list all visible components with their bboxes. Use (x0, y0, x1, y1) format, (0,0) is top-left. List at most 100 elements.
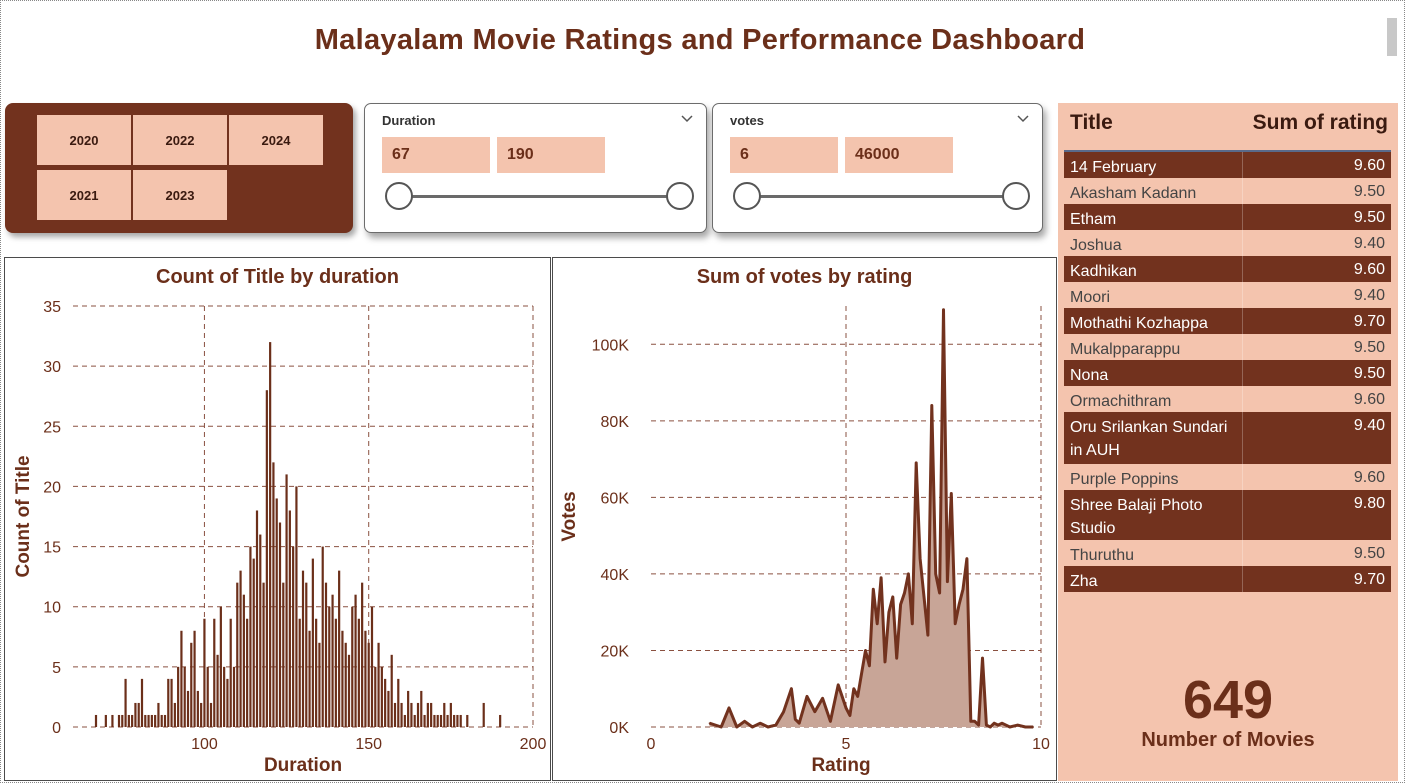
y-tick-label: 10 (43, 600, 61, 617)
histogram-bar (275, 498, 278, 727)
votes-data-point (1024, 726, 1027, 728)
table-row[interactable]: Kadhikan 9.60 (1064, 256, 1391, 282)
histogram-bar (219, 606, 222, 727)
duration-slider-track[interactable] (399, 195, 679, 198)
histogram-bar (380, 666, 383, 727)
table-row[interactable]: Mukalpparappu 9.50 (1064, 334, 1391, 360)
table-row[interactable]: Oru Srilankan Sundari in AUH 9.40 (1064, 412, 1391, 464)
votes-data-point (946, 580, 949, 583)
y-tick-label: 0K (609, 720, 629, 737)
table-row[interactable]: Moori 9.40 (1064, 282, 1391, 308)
histogram-bar (200, 702, 203, 727)
table-row[interactable]: 14 February 9.60 (1064, 152, 1391, 178)
table-header-rating[interactable]: Sum of rating (1252, 111, 1388, 134)
votes-data-point (966, 557, 968, 560)
row-rating: 9.60 (1353, 261, 1385, 278)
histogram-bar (209, 702, 213, 727)
table-row[interactable]: Mothathi Kozhappa 9.70 (1064, 308, 1391, 334)
chevron-down-icon[interactable] (680, 112, 694, 126)
row-column-separator (1242, 204, 1243, 230)
scrollbar-thumb[interactable] (1387, 18, 1397, 56)
table-row[interactable]: Purple Poppins 9.60 (1064, 464, 1391, 490)
histogram-bar (239, 570, 242, 727)
y-axis-title: Count of Title (13, 455, 34, 577)
histogram-bar (453, 714, 456, 727)
table-header-title[interactable]: Title (1070, 111, 1113, 134)
votes-data-point (790, 687, 793, 690)
votes-data-point (1016, 724, 1019, 726)
histogram-bar (390, 654, 393, 727)
votes-data-point (985, 724, 988, 726)
histogram-bar (400, 702, 403, 727)
table-row[interactable]: Shree Balaji Photo Studio 9.80 (1064, 490, 1391, 540)
histogram-bar (426, 702, 429, 727)
y-tick-label: 25 (43, 419, 61, 436)
votes-data-point (977, 724, 980, 726)
row-title: Ormachithram (1070, 393, 1172, 410)
duration-min-input[interactable]: 67 (382, 137, 490, 173)
votes-min-handle[interactable] (733, 182, 761, 210)
table-row[interactable]: Joshua 9.40 (1064, 230, 1391, 256)
duration-min-handle[interactable] (385, 182, 413, 210)
votes-slicer: votes 6 46000 (712, 103, 1043, 233)
histogram-bar (249, 546, 252, 727)
votes-data-point (895, 657, 898, 659)
year-button-2021[interactable]: 2021 (37, 170, 131, 220)
duration-max-handle[interactable] (666, 182, 694, 210)
chevron-down-icon[interactable] (1016, 112, 1030, 126)
histogram-bar (177, 666, 180, 727)
votes-data-point (849, 714, 851, 717)
histogram-bar (334, 618, 337, 727)
year-button-2022[interactable]: 2022 (133, 115, 227, 165)
histogram-bar (341, 630, 344, 727)
histogram-bar (170, 678, 173, 727)
row-title: Etham (1070, 211, 1117, 228)
table-row[interactable]: Akasham Kadann 9.50 (1064, 178, 1391, 204)
histogram-bar (384, 678, 387, 727)
votes-data-point (919, 557, 921, 560)
histogram-bar (318, 642, 321, 727)
votes-slider-track[interactable] (747, 195, 1015, 198)
duration-max-input[interactable]: 190 (497, 137, 605, 173)
row-title: Mukalpparappu (1070, 341, 1181, 358)
duration-slicer-label: Duration (382, 113, 436, 128)
histogram-bar (364, 630, 367, 727)
table-row[interactable]: Ormachithram 9.60 (1064, 386, 1391, 412)
year-button-2023[interactable]: 2023 (133, 170, 227, 220)
histogram-bar (403, 714, 406, 727)
votes-data-point (845, 707, 847, 709)
votes-max-input[interactable]: 46000 (845, 137, 953, 173)
row-title: Nona (1070, 367, 1109, 384)
row-title: 14 February (1070, 159, 1157, 176)
row-rating: 9.60 (1353, 469, 1385, 486)
votes-data-point (892, 596, 894, 598)
histogram-bar (315, 618, 318, 727)
row-column-separator (1242, 540, 1243, 566)
votes-data-point (958, 603, 960, 606)
table-row[interactable]: Etham 9.50 (1064, 204, 1391, 230)
votes-data-point (888, 611, 890, 613)
votes-data-point (728, 707, 730, 709)
year-button-2020[interactable]: 2020 (37, 115, 131, 165)
table-row[interactable]: Zha 9.70 (1064, 566, 1391, 592)
histogram-bar (420, 690, 423, 727)
table-row[interactable]: Nona 9.50 (1064, 360, 1391, 386)
votes-min-input[interactable]: 6 (730, 137, 838, 173)
row-column-separator (1242, 360, 1243, 386)
table-row[interactable]: Thuruthu 9.50 (1064, 540, 1391, 566)
votes-max-handle[interactable] (1002, 182, 1030, 210)
votes-data-point (876, 622, 878, 625)
histogram-bar (288, 510, 291, 727)
votes-data-point (1009, 726, 1011, 728)
histogram-bar (265, 390, 268, 727)
kpi-number-of-movies-value: 649 (1182, 670, 1274, 730)
histogram-bar (144, 714, 147, 727)
histogram-bar (259, 534, 262, 727)
histogram-bar (357, 618, 360, 727)
row-rating: 9.60 (1353, 157, 1385, 174)
histogram-bar (163, 714, 167, 727)
row-column-separator (1242, 282, 1243, 308)
year-button-2024[interactable]: 2024 (229, 115, 323, 165)
histogram-bar (328, 606, 331, 727)
histogram-bar (397, 678, 400, 727)
